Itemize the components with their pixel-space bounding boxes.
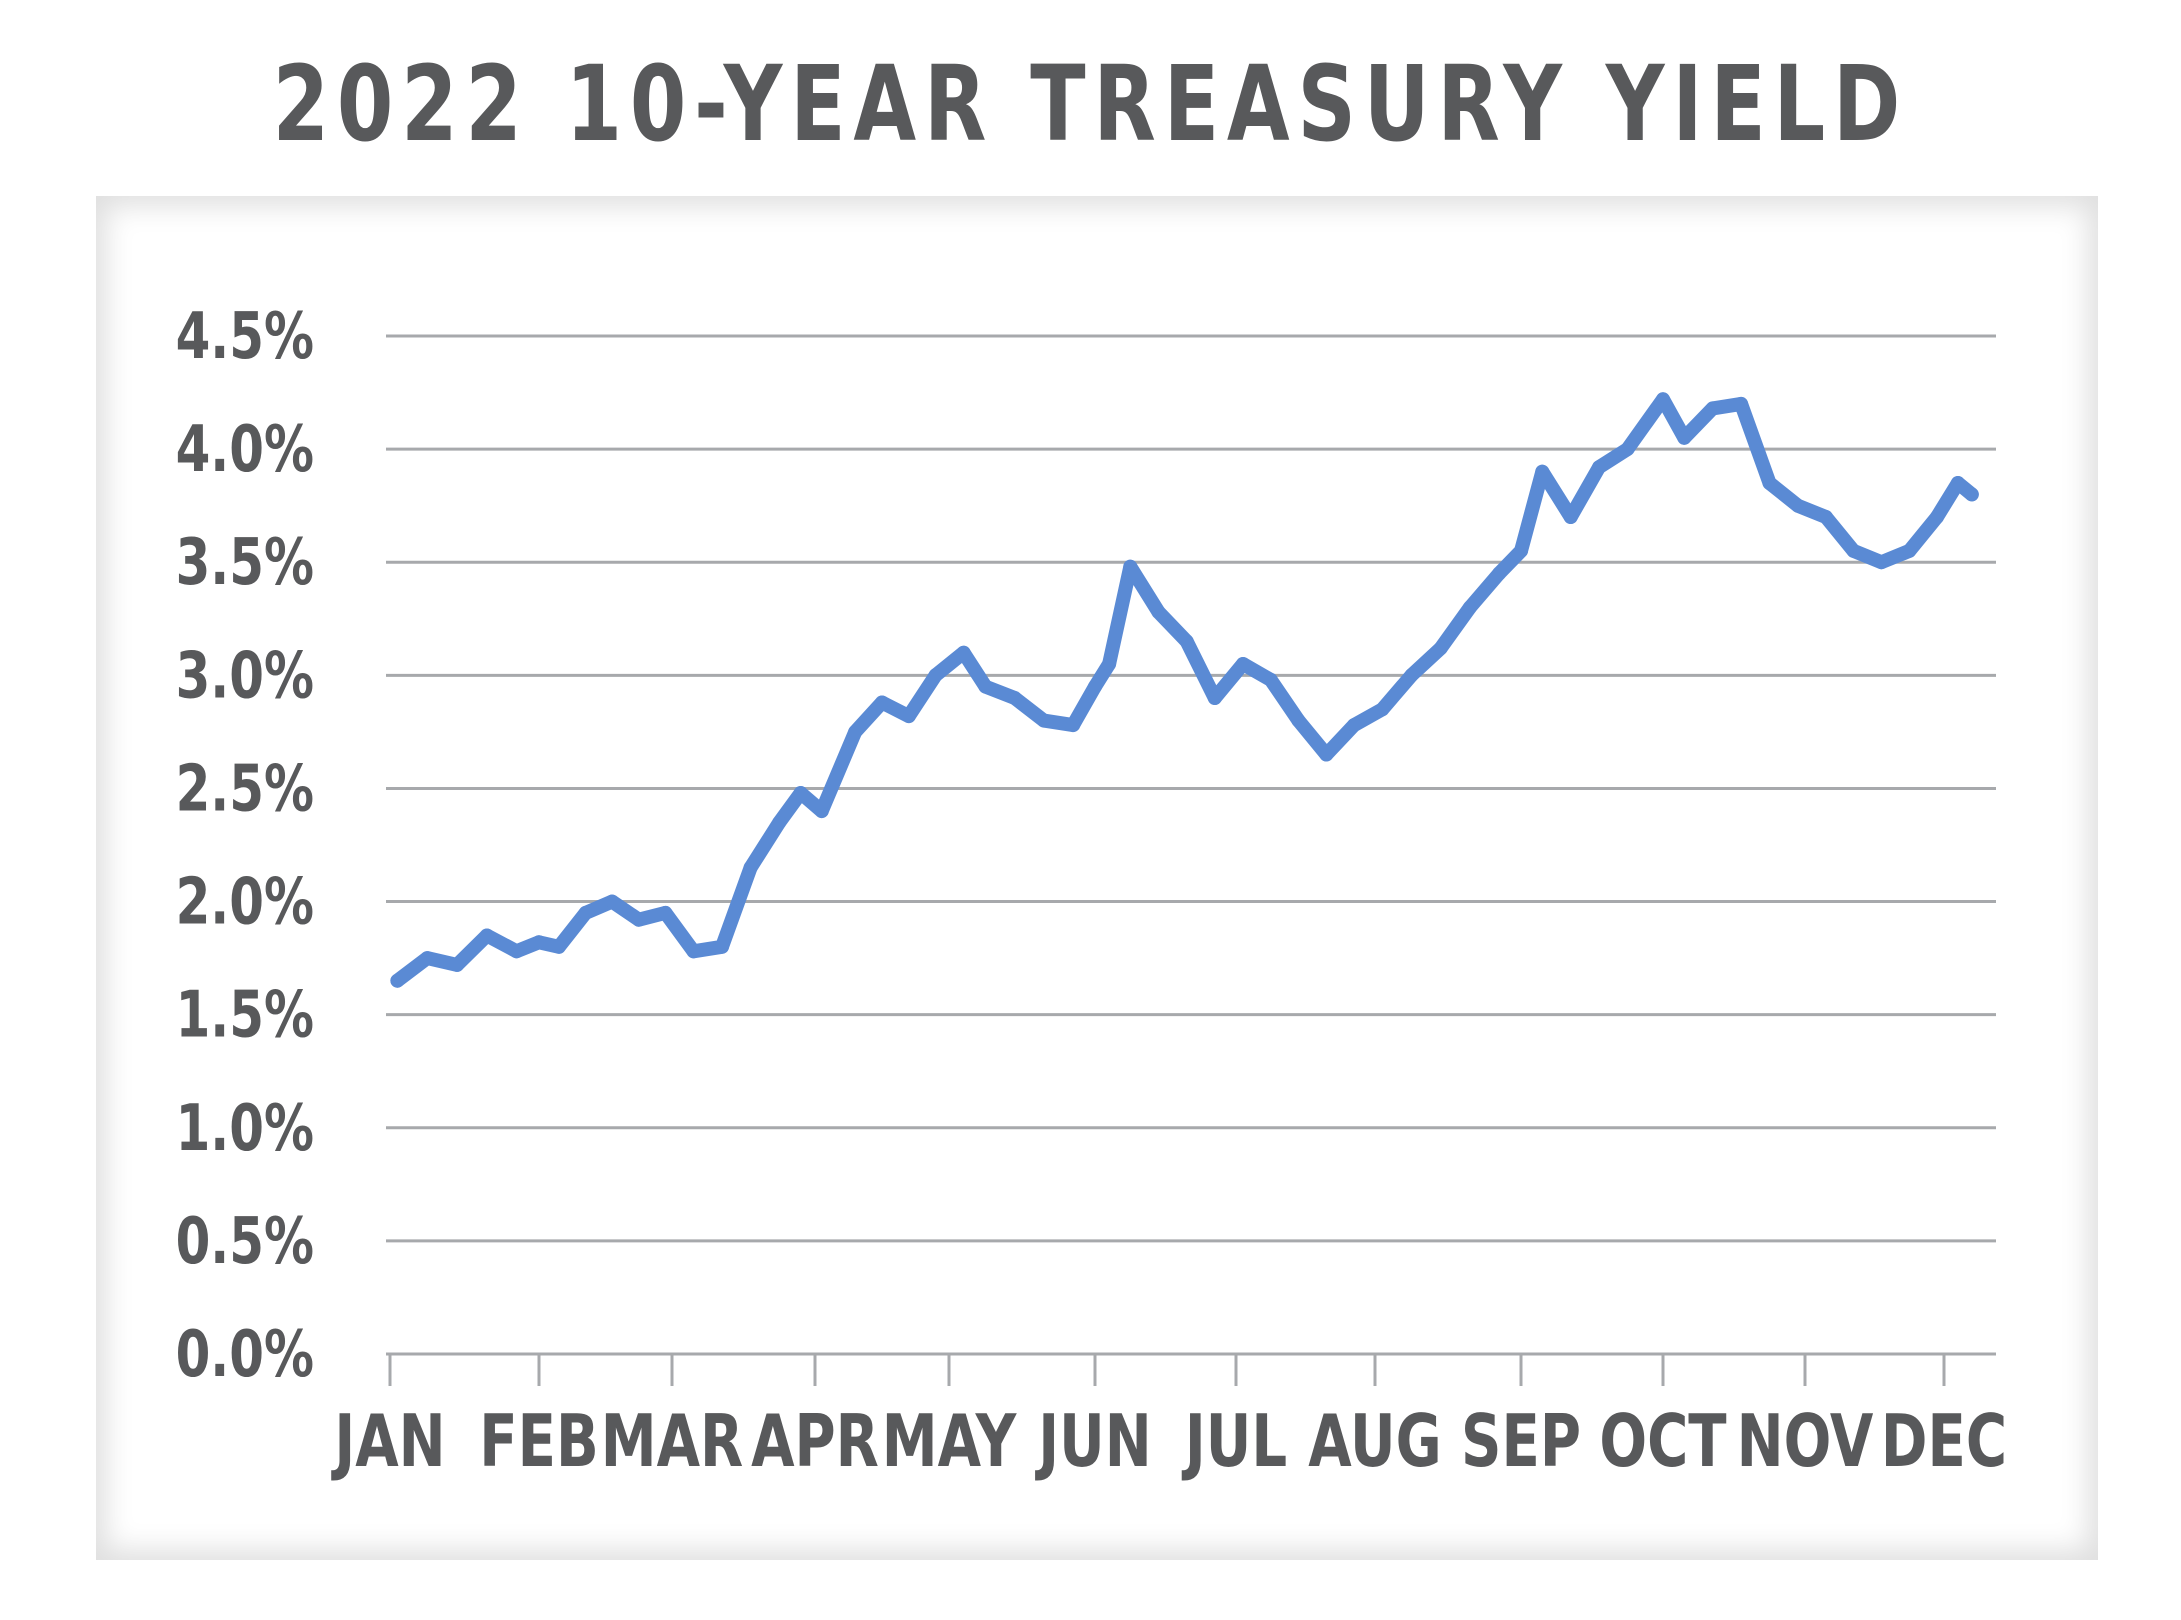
data-point xyxy=(814,804,829,819)
data-point xyxy=(1818,510,1833,524)
data-point xyxy=(1874,555,1889,570)
data-point xyxy=(420,951,435,966)
data-point xyxy=(793,786,808,800)
data-point xyxy=(772,815,787,830)
x-tick-label: MAR xyxy=(601,1400,744,1484)
data-point xyxy=(1705,401,1720,416)
data-point xyxy=(978,679,993,694)
data-point xyxy=(605,894,620,909)
data-point xyxy=(848,724,863,739)
data-point xyxy=(1036,713,1051,728)
data-point xyxy=(390,973,405,988)
data-point xyxy=(1950,476,1965,490)
data-point xyxy=(1151,605,1166,619)
x-axis xyxy=(386,1352,1996,1386)
data-point xyxy=(1902,543,1917,558)
data-point xyxy=(928,668,943,683)
data-point xyxy=(1123,559,1138,574)
data-point xyxy=(1375,702,1390,717)
data-point xyxy=(532,935,546,950)
data-point xyxy=(901,709,916,724)
data-point xyxy=(631,912,646,927)
data-point xyxy=(1066,718,1081,733)
data-point xyxy=(1102,657,1117,671)
data-point xyxy=(875,695,889,710)
data-point xyxy=(1790,498,1805,513)
y-tick-label: 4.5% xyxy=(176,299,314,374)
y-tick-label: 2.0% xyxy=(176,864,314,939)
data-point xyxy=(1677,430,1692,445)
data-point xyxy=(509,944,524,959)
data-point xyxy=(1964,487,1979,502)
x-tick-label: NOV xyxy=(1737,1400,1874,1484)
data-point xyxy=(1236,657,1250,671)
series xyxy=(390,392,1979,988)
data-point xyxy=(1433,641,1448,656)
data-point xyxy=(450,957,465,972)
y-tick-label: 1.0% xyxy=(176,1091,314,1166)
data-point xyxy=(686,944,701,959)
x-tick-label: DEC xyxy=(1881,1400,2007,1484)
data-point xyxy=(658,905,673,920)
data-point xyxy=(479,928,494,943)
x-tick-label: OCT xyxy=(1599,1400,1726,1484)
x-tick-label: JUN xyxy=(1035,1400,1152,1484)
data-point xyxy=(1263,672,1278,687)
data-point xyxy=(1291,713,1306,728)
series-line xyxy=(390,392,1979,988)
y-tick-label: 0.0% xyxy=(176,1317,314,1392)
data-point xyxy=(1563,510,1578,524)
data-point xyxy=(1088,679,1102,694)
data-point xyxy=(1734,396,1749,411)
x-axis-labels: JAN FEB MAR APR MAY JUN JUL AUG SEP OCT NOV DEC xyxy=(331,1400,2007,1484)
x-tick-label: AUG xyxy=(1308,1400,1441,1484)
y-axis-labels: 0.0% 0.5% 1.0% 1.5% 2.0% 2.5% 3.0% 3.5% 4.0% 4.5% xyxy=(176,299,314,1392)
data-point xyxy=(1762,476,1777,490)
data-point xyxy=(1007,691,1022,705)
chart-title: 2022 10-YEAR TREASURY YIELD xyxy=(272,43,1909,165)
data-point xyxy=(1462,600,1477,615)
data-point xyxy=(1620,442,1635,457)
x-tick-label: MAY xyxy=(882,1400,1018,1484)
data-point xyxy=(1319,747,1334,762)
x-tick-label: JUL xyxy=(1181,1400,1287,1484)
x-tick-label: JAN xyxy=(331,1400,446,1484)
y-tick-label: 2.5% xyxy=(176,751,314,826)
data-point xyxy=(1592,460,1607,475)
data-point xyxy=(1207,691,1222,705)
data-point xyxy=(715,939,729,954)
x-tick-label: APR xyxy=(751,1400,879,1484)
data-point xyxy=(1514,543,1528,558)
data-point xyxy=(1492,566,1507,581)
y-tick-label: 3.5% xyxy=(176,525,314,600)
line-chart: 0.0% 0.5% 1.0% 1.5% 2.0% 2.5% 3.0% 3.5% 4.0% 4.5%… xyxy=(176,299,2007,1484)
data-point xyxy=(1930,510,1944,524)
data-point xyxy=(1404,668,1419,683)
gridlines xyxy=(386,334,1996,1243)
data-point xyxy=(1535,464,1550,479)
y-tick-label: 4.0% xyxy=(176,412,314,487)
data-point xyxy=(1846,543,1861,558)
x-tick-label: FEB xyxy=(479,1400,599,1484)
data-point xyxy=(578,905,593,920)
data-point xyxy=(743,860,758,875)
data-point xyxy=(1347,718,1362,733)
data-point xyxy=(551,939,566,954)
y-tick-label: 1.5% xyxy=(176,978,314,1053)
x-tick-label: SEP xyxy=(1461,1400,1581,1484)
y-tick-label: 0.5% xyxy=(176,1204,314,1279)
chart-panel: 0.0% 0.5% 1.0% 1.5% 2.0% 2.5% 3.0% 3.5% 4.0% 4.5%… xyxy=(96,196,2098,1560)
data-point xyxy=(1656,392,1670,407)
y-tick-label: 3.0% xyxy=(176,638,314,713)
data-point xyxy=(1179,634,1194,649)
data-point xyxy=(956,645,971,660)
